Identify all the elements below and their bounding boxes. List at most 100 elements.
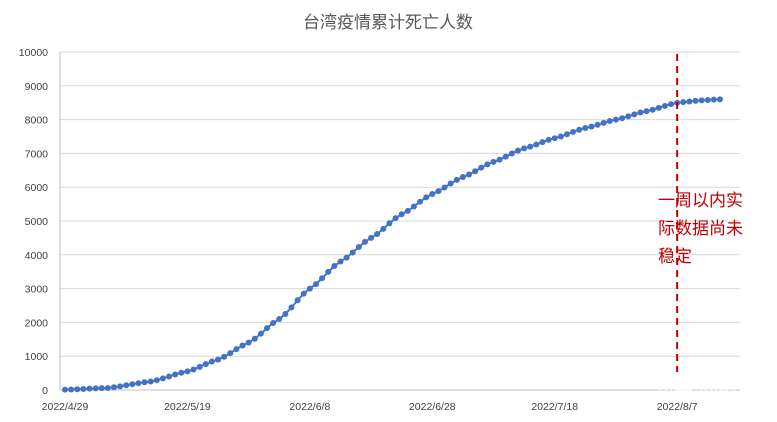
- data-point: [459, 174, 466, 181]
- data-point: [478, 164, 485, 171]
- data-point: [215, 356, 222, 363]
- data-point: [404, 207, 411, 214]
- data-point: [539, 139, 546, 146]
- data-point: [98, 385, 105, 392]
- data-point: [123, 382, 130, 389]
- y-tick-label: 6000: [25, 182, 49, 194]
- chart-title: 台湾疫情累计死亡人数: [303, 13, 473, 33]
- y-tick-label: 8000: [25, 115, 49, 127]
- data-point: [514, 147, 521, 154]
- data-point: [270, 319, 277, 326]
- data-point: [410, 203, 417, 210]
- data-point: [545, 136, 552, 143]
- data-point: [184, 368, 191, 375]
- data-point: [86, 385, 93, 392]
- data-point: [374, 230, 381, 237]
- data-point: [582, 125, 589, 132]
- x-tick-label: 2022/6/8: [289, 401, 330, 413]
- data-point: [594, 121, 601, 128]
- data-point: [245, 339, 252, 346]
- data-point: [631, 111, 638, 118]
- data-point: [227, 350, 234, 357]
- data-point: [619, 115, 626, 122]
- data-point: [625, 113, 632, 120]
- data-point: [239, 342, 246, 349]
- data-point: [380, 225, 387, 232]
- data-point: [441, 184, 448, 191]
- data-point: [490, 158, 497, 165]
- data-point: [257, 330, 264, 337]
- data-point: [92, 385, 99, 392]
- data-point: [508, 150, 515, 157]
- data-point: [117, 383, 124, 390]
- data-point: [361, 238, 368, 245]
- data-point: [190, 366, 197, 373]
- data-point: [710, 96, 717, 103]
- data-point: [110, 384, 117, 391]
- data-point: [392, 215, 399, 222]
- data-point: [484, 161, 491, 168]
- data-point: [74, 386, 81, 393]
- data-point: [398, 211, 405, 218]
- series-cumulative-deaths: [62, 96, 723, 393]
- y-tick-label: 3000: [25, 284, 49, 296]
- data-point: [282, 310, 289, 317]
- data-point: [331, 263, 338, 270]
- data-point: [153, 377, 160, 384]
- y-tick-label: 0: [42, 385, 48, 397]
- data-point: [135, 380, 142, 387]
- y-tick-label: 1000: [25, 351, 49, 363]
- data-point: [447, 180, 454, 187]
- data-point: [306, 285, 313, 292]
- data-point: [600, 119, 607, 126]
- watermark: 知乎 @桓温: [655, 379, 756, 401]
- data-point: [337, 258, 344, 265]
- y-tick-label: 7000: [25, 148, 49, 160]
- data-point: [643, 108, 650, 115]
- x-tick-label: 2022/4/29: [42, 401, 89, 413]
- y-tick-label: 2000: [25, 317, 49, 329]
- data-point: [172, 371, 179, 378]
- data-point: [325, 268, 332, 275]
- data-point: [686, 98, 693, 105]
- data-point: [202, 361, 209, 368]
- data-point: [417, 198, 424, 205]
- axes: 0 1000 2000 3000 4000 5000 6000 7000 8000 9000 100…: [19, 47, 740, 413]
- data-point: [68, 386, 75, 393]
- data-point: [435, 188, 442, 195]
- data-point: [717, 96, 723, 103]
- data-point: [704, 97, 711, 104]
- data-point: [655, 104, 662, 111]
- data-point: [221, 353, 228, 360]
- data-point: [349, 249, 356, 256]
- data-point: [466, 171, 473, 178]
- data-point: [386, 220, 393, 227]
- data-point: [104, 384, 111, 391]
- series-line: [64, 98, 721, 391]
- data-point: [429, 190, 436, 197]
- data-point: [312, 281, 319, 288]
- data-point: [276, 316, 283, 323]
- data-point: [166, 373, 173, 380]
- data-point: [233, 346, 240, 353]
- data-point: [521, 145, 528, 152]
- data-point: [570, 128, 577, 135]
- data-point: [251, 335, 258, 342]
- data-point: [319, 275, 326, 282]
- y-tick-label: 9000: [25, 81, 49, 93]
- data-point: [692, 97, 699, 104]
- data-point: [698, 97, 705, 104]
- data-point: [368, 234, 375, 241]
- data-point: [661, 102, 668, 109]
- data-point: [294, 297, 301, 304]
- data-point: [159, 375, 166, 382]
- data-point: [453, 176, 460, 183]
- data-point: [288, 304, 295, 311]
- data-point: [533, 141, 540, 148]
- data-point: [606, 118, 613, 125]
- data-point: [496, 156, 503, 163]
- annotation-line: 一周以内实: [658, 191, 743, 211]
- data-point: [80, 385, 87, 392]
- data-point: [208, 358, 215, 365]
